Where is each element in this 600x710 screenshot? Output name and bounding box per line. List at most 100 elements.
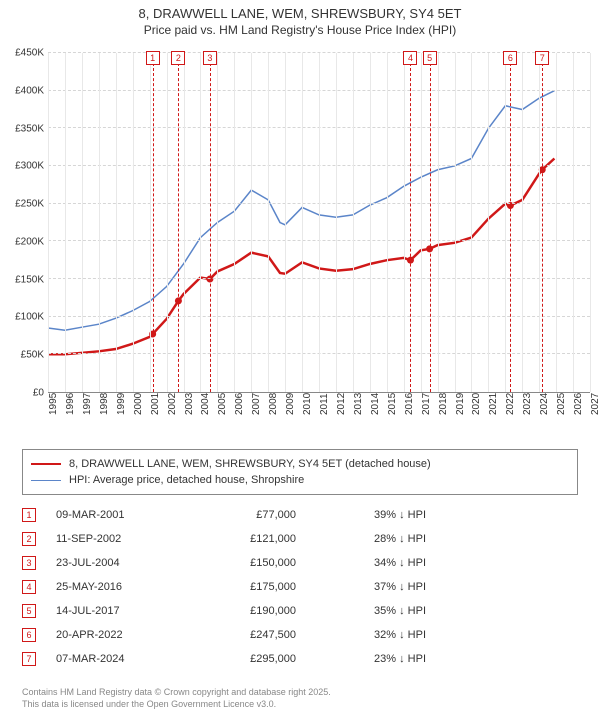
gridline-v <box>404 53 405 392</box>
gridline-v <box>167 53 168 392</box>
gridline-v <box>573 53 574 392</box>
row-diff: 34% ↓ HPI <box>296 557 426 569</box>
y-tick-label: £300K <box>15 161 44 172</box>
plot-area: 1234567 <box>48 53 590 393</box>
y-tick-label: £50K <box>21 350 44 361</box>
gridline-v <box>455 53 456 392</box>
row-date: 07-MAR-2024 <box>56 653 186 665</box>
row-price: £295,000 <box>186 653 296 665</box>
gridline-v <box>234 53 235 392</box>
legend-label: HPI: Average price, detached house, Shro… <box>69 474 304 486</box>
gridline-v <box>471 53 472 392</box>
legend-item: 8, DRAWWELL LANE, WEM, SHREWSBURY, SY4 5… <box>31 456 569 472</box>
sale-marker-line <box>410 53 411 392</box>
x-tick-label: 2018 <box>438 393 449 415</box>
chart-title: 8, DRAWWELL LANE, WEM, SHREWSBURY, SY4 5… <box>0 0 600 23</box>
y-tick-label: £450K <box>15 48 44 59</box>
gridline-v <box>488 53 489 392</box>
table-row: 620-APR-2022£247,50032% ↓ HPI <box>22 623 578 647</box>
row-marker: 4 <box>22 580 36 594</box>
legend-swatch <box>31 463 61 465</box>
x-tick-label: 2020 <box>471 393 482 415</box>
gridline-v <box>217 53 218 392</box>
sale-marker-line <box>542 53 543 392</box>
footer: Contains HM Land Registry data © Crown c… <box>0 679 600 710</box>
gridline-v <box>539 53 540 392</box>
gridline-v <box>48 53 49 392</box>
row-diff: 37% ↓ HPI <box>296 581 426 593</box>
x-tick-label: 2001 <box>150 393 161 415</box>
row-diff: 28% ↓ HPI <box>296 533 426 545</box>
row-marker: 1 <box>22 508 36 522</box>
row-marker: 3 <box>22 556 36 570</box>
gridline-v <box>421 53 422 392</box>
row-diff: 39% ↓ HPI <box>296 509 426 521</box>
chart: £0£50K£100K£150K£200K£250K£300K£350K£400… <box>0 43 600 443</box>
sale-marker-line <box>153 53 154 392</box>
x-tick-label: 2006 <box>234 393 245 415</box>
x-tick-label: 2013 <box>353 393 364 415</box>
row-date: 09-MAR-2001 <box>56 509 186 521</box>
row-diff: 32% ↓ HPI <box>296 629 426 641</box>
sale-marker-line <box>178 53 179 392</box>
gridline-v <box>370 53 371 392</box>
x-tick-label: 2005 <box>217 393 228 415</box>
sale-marker-box: 2 <box>171 51 185 65</box>
x-tick-label: 2007 <box>251 393 262 415</box>
y-tick-label: £0 <box>33 388 44 399</box>
x-tick-label: 2015 <box>387 393 398 415</box>
x-tick-label: 2022 <box>505 393 516 415</box>
table-row: 211-SEP-2002£121,00028% ↓ HPI <box>22 527 578 551</box>
sale-marker-line <box>210 53 211 392</box>
x-tick-label: 2000 <box>133 393 144 415</box>
sale-marker-box: 7 <box>535 51 549 65</box>
gridline-v <box>285 53 286 392</box>
x-tick-label: 1999 <box>116 393 127 415</box>
x-tick-label: 2010 <box>302 393 313 415</box>
sales-table: 1 09-MAR-2001£77,00039% ↓ HPI 211-SEP-2002… <box>22 503 578 671</box>
x-tick-label: 1996 <box>65 393 76 415</box>
x-tick-label: 2016 <box>404 393 415 415</box>
legend-swatch <box>31 480 61 481</box>
gridline-v <box>522 53 523 392</box>
table-row: 514-JUL-2017£190,00035% ↓ HPI <box>22 599 578 623</box>
sale-marker-box: 5 <box>423 51 437 65</box>
row-marker: 6 <box>22 628 36 642</box>
y-tick-label: £400K <box>15 85 44 96</box>
row-date: 14-JUL-2017 <box>56 605 186 617</box>
x-tick-label: 1995 <box>48 393 59 415</box>
x-tick-label: 1998 <box>99 393 110 415</box>
footer-line2: This data is licensed under the Open Gov… <box>22 699 578 710</box>
x-tick-label: 2025 <box>556 393 567 415</box>
row-price: £121,000 <box>186 533 296 545</box>
row-price: £150,000 <box>186 557 296 569</box>
x-tick-label: 2004 <box>200 393 211 415</box>
gridline-v <box>200 53 201 392</box>
row-price: £77,000 <box>186 509 296 521</box>
gridline-v <box>133 53 134 392</box>
x-tick-label: 2011 <box>319 393 330 415</box>
gridline-v <box>150 53 151 392</box>
sale-marker-box: 6 <box>503 51 517 65</box>
gridline-v <box>353 53 354 392</box>
gridline-v <box>336 53 337 392</box>
gridline-v <box>319 53 320 392</box>
x-tick-label: 2021 <box>488 393 499 415</box>
x-tick-label: 2024 <box>539 393 550 415</box>
gridline-v <box>590 53 591 392</box>
sale-marker-line <box>510 53 511 392</box>
footer-line1: Contains HM Land Registry data © Crown c… <box>22 687 578 699</box>
sale-marker-box: 1 <box>146 51 160 65</box>
x-tick-label: 2027 <box>590 393 600 415</box>
row-marker: 7 <box>22 652 36 666</box>
gridline-v <box>302 53 303 392</box>
y-tick-label: £350K <box>15 123 44 134</box>
gridline-v <box>116 53 117 392</box>
x-tick-label: 2008 <box>268 393 279 415</box>
row-diff: 35% ↓ HPI <box>296 605 426 617</box>
legend: 8, DRAWWELL LANE, WEM, SHREWSBURY, SY4 5… <box>22 449 578 495</box>
table-row: 425-MAY-2016£175,00037% ↓ HPI <box>22 575 578 599</box>
x-axis: 1995199619971998199920002001200220032004… <box>48 393 590 443</box>
gridline-v <box>505 53 506 392</box>
row-price: £175,000 <box>186 581 296 593</box>
